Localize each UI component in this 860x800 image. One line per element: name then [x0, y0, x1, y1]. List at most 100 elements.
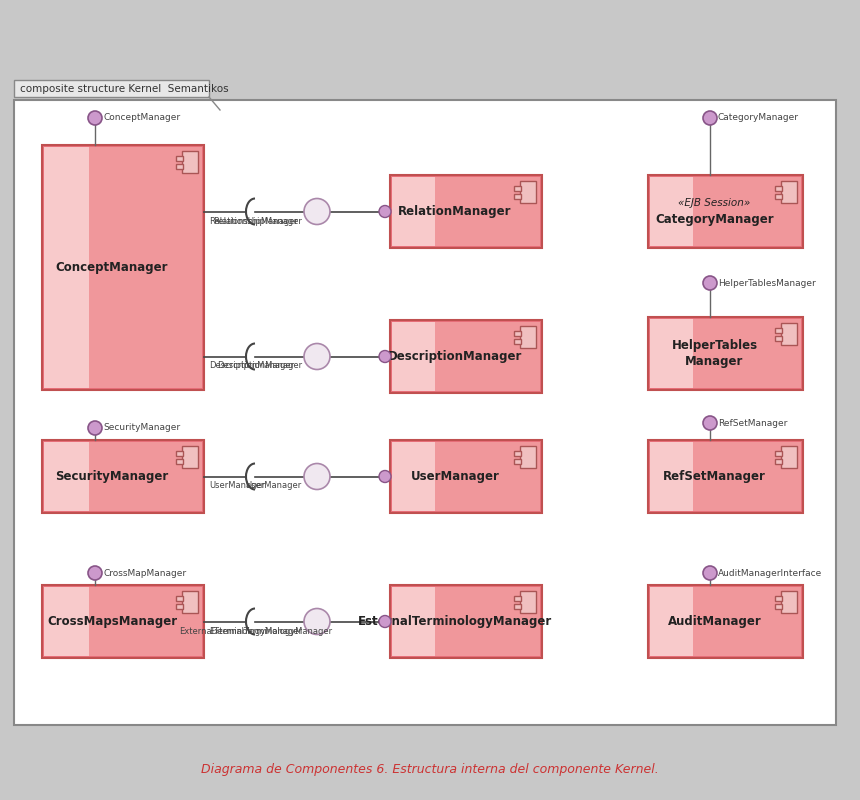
- Text: UserManager: UserManager: [410, 470, 500, 483]
- Bar: [42, 145, 204, 390]
- Bar: [650, 319, 693, 388]
- Bar: [775, 459, 782, 464]
- Text: SecurityManager: SecurityManager: [55, 470, 169, 483]
- Text: CategoryManager: CategoryManager: [655, 213, 774, 226]
- Bar: [781, 323, 797, 345]
- Text: AuditManagerInterface: AuditManagerInterface: [718, 569, 822, 578]
- Bar: [392, 442, 434, 511]
- Bar: [520, 591, 536, 613]
- Text: HelperTablesManager: HelperTablesManager: [718, 278, 816, 287]
- Bar: [42, 585, 204, 658]
- Bar: [392, 177, 540, 246]
- Text: RelationManager: RelationManager: [398, 205, 512, 218]
- Bar: [775, 328, 782, 333]
- Bar: [781, 591, 797, 613]
- Bar: [520, 326, 536, 348]
- Bar: [392, 442, 540, 511]
- Circle shape: [703, 566, 717, 580]
- Text: Manager: Manager: [685, 355, 744, 368]
- Bar: [650, 587, 693, 656]
- Bar: [14, 100, 836, 725]
- Bar: [392, 177, 434, 246]
- Text: RefSetManager: RefSetManager: [718, 418, 788, 427]
- Bar: [176, 156, 183, 161]
- Bar: [781, 446, 797, 468]
- Bar: [650, 177, 693, 246]
- Text: AuditManager: AuditManager: [667, 615, 761, 628]
- Bar: [514, 186, 521, 191]
- Text: EsternalTerminologyManager: EsternalTerminologyManager: [358, 615, 552, 628]
- Bar: [392, 322, 434, 391]
- Bar: [514, 331, 521, 336]
- Circle shape: [88, 421, 102, 435]
- Text: «EJB Session»: «EJB Session»: [679, 198, 751, 209]
- Bar: [176, 164, 183, 169]
- Text: DescriptionManager: DescriptionManager: [209, 362, 294, 370]
- Bar: [514, 596, 521, 601]
- Text: CrossMapsManager: CrossMapsManager: [47, 615, 177, 628]
- Bar: [42, 440, 204, 513]
- Bar: [775, 451, 782, 456]
- Text: CrossMapManager: CrossMapManager: [103, 569, 186, 578]
- Bar: [775, 596, 782, 601]
- Text: SecurityManager: SecurityManager: [103, 423, 180, 433]
- Text: composite structure Kernel  Semantikos: composite structure Kernel Semantikos: [20, 84, 229, 94]
- Bar: [176, 604, 183, 609]
- Text: CategoryManager: CategoryManager: [718, 114, 799, 122]
- Text: DescriptionManager: DescriptionManager: [217, 362, 302, 370]
- Bar: [514, 451, 521, 456]
- Text: UserManager: UserManager: [209, 482, 265, 490]
- Bar: [650, 319, 801, 388]
- Bar: [648, 317, 803, 390]
- Bar: [520, 446, 536, 468]
- Circle shape: [304, 463, 330, 490]
- Bar: [392, 587, 540, 656]
- Bar: [390, 440, 542, 513]
- Circle shape: [304, 198, 330, 225]
- Bar: [392, 587, 434, 656]
- Bar: [650, 442, 801, 511]
- Circle shape: [379, 615, 391, 627]
- Text: UserManager: UserManager: [246, 482, 302, 490]
- Circle shape: [379, 350, 391, 362]
- Bar: [650, 177, 801, 246]
- Circle shape: [88, 111, 102, 125]
- Text: DescriptionManager: DescriptionManager: [388, 350, 522, 363]
- Text: ExternalTerminologyManager: ExternalTerminologyManager: [179, 626, 302, 635]
- Bar: [176, 596, 183, 601]
- Bar: [14, 80, 209, 97]
- Bar: [176, 459, 183, 464]
- Circle shape: [703, 416, 717, 430]
- Bar: [182, 151, 198, 173]
- Bar: [44, 147, 89, 388]
- Bar: [648, 175, 803, 248]
- Text: ConceptManager: ConceptManager: [56, 261, 169, 274]
- Bar: [182, 446, 198, 468]
- Bar: [650, 442, 693, 511]
- Bar: [514, 194, 521, 199]
- Bar: [775, 336, 782, 341]
- Bar: [182, 591, 198, 613]
- Text: RelationshipManager: RelationshipManager: [209, 217, 298, 226]
- Bar: [44, 587, 89, 656]
- Bar: [514, 604, 521, 609]
- Text: Diagrama de Componentes 6. Estructura interna del componente Kernel.: Diagrama de Componentes 6. Estructura in…: [201, 763, 659, 777]
- Text: HelperTables: HelperTables: [672, 339, 758, 352]
- Bar: [44, 147, 202, 388]
- Text: ExternalTerminologyManager: ExternalTerminologyManager: [209, 626, 332, 635]
- Bar: [775, 186, 782, 191]
- Text: RelationshipManager: RelationshipManager: [213, 217, 302, 226]
- Bar: [390, 320, 542, 393]
- Text: RefSetManager: RefSetManager: [663, 470, 766, 483]
- Bar: [775, 194, 782, 199]
- Bar: [176, 451, 183, 456]
- Bar: [44, 442, 202, 511]
- Circle shape: [304, 343, 330, 370]
- Bar: [520, 181, 536, 203]
- Bar: [781, 181, 797, 203]
- Bar: [514, 459, 521, 464]
- Circle shape: [703, 111, 717, 125]
- Bar: [648, 440, 803, 513]
- Circle shape: [703, 276, 717, 290]
- Bar: [648, 585, 803, 658]
